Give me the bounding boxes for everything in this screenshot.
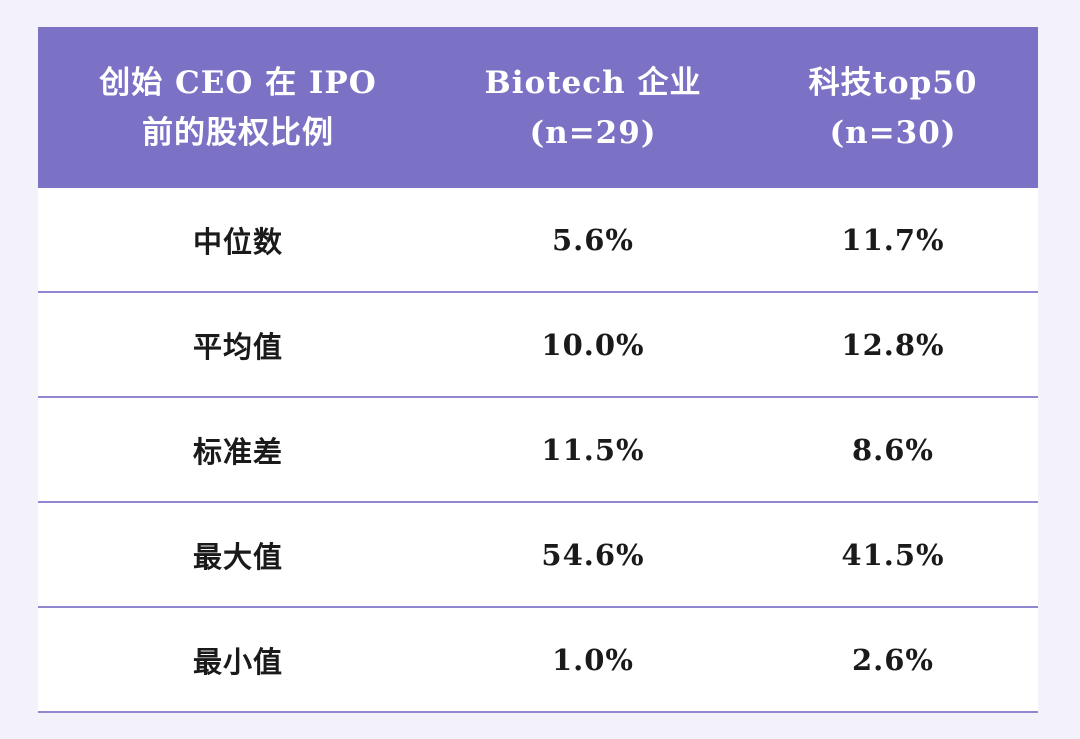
table-header: 创始 CEO 在 IPO 前的股权比例 Biotech 企业 (n=29) 科技… [38, 27, 1038, 188]
row-label: 最大值 [192, 539, 283, 574]
header-biotech-line2: (n=29) [529, 114, 657, 151]
header-metric-line1: 创始 CEO 在 IPO [99, 64, 377, 101]
header-biotech-line1: Biotech 企业 [484, 64, 702, 101]
tech-value: 11.7% [841, 222, 945, 257]
table-row: 最大值 54.6% 41.5% [38, 503, 1038, 608]
tech-value: 12.8% [841, 327, 945, 362]
header-biotech: Biotech 企业 (n=29) [438, 27, 748, 188]
row-label: 平均值 [192, 329, 283, 364]
table-row: 中位数 5.6% 11.7% [38, 188, 1038, 293]
row-label: 中位数 [192, 224, 283, 259]
biotech-value: 54.6% [541, 537, 645, 572]
comparison-table: 创始 CEO 在 IPO 前的股权比例 Biotech 企业 (n=29) 科技… [38, 27, 1038, 713]
tech-value: 8.6% [851, 432, 934, 467]
biotech-value: 11.5% [541, 432, 645, 467]
row-label: 标准差 [192, 434, 283, 469]
tech-value: 41.5% [841, 537, 945, 572]
biotech-value: 5.6% [551, 222, 634, 257]
header-tech-line2: (n=30) [829, 114, 957, 151]
header-tech-line1: 科技top50 [808, 64, 978, 101]
table-row: 最小值 1.0% 2.6% [38, 608, 1038, 713]
table-row: 平均值 10.0% 12.8% [38, 293, 1038, 398]
row-label: 最小值 [192, 644, 283, 679]
header-metric: 创始 CEO 在 IPO 前的股权比例 [38, 27, 438, 188]
header-tech: 科技top50 (n=30) [748, 27, 1038, 188]
header-metric-line2: 前的股权比例 [142, 114, 334, 151]
biotech-value: 1.0% [551, 642, 634, 677]
tech-value: 2.6% [851, 642, 934, 677]
table-row: 标准差 11.5% 8.6% [38, 398, 1038, 503]
biotech-value: 10.0% [541, 327, 645, 362]
